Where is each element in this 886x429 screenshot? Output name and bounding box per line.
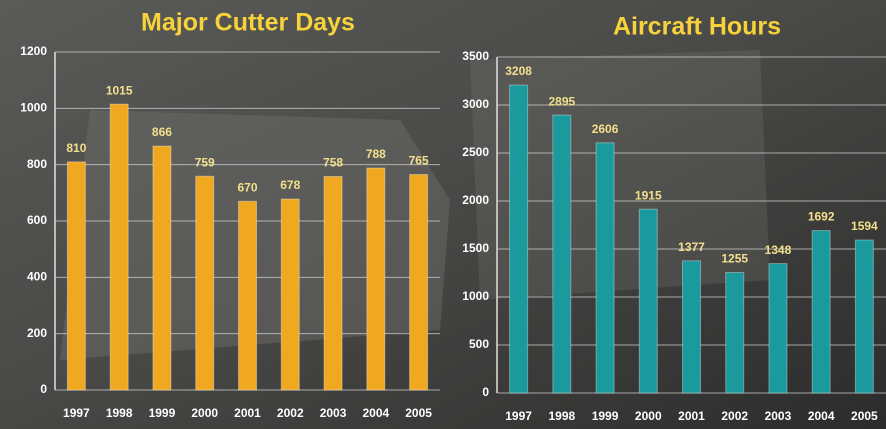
x-tick-label: 2000	[191, 406, 218, 420]
data-label: 1377	[678, 240, 705, 254]
bar	[195, 175, 215, 391]
x-tick-label: 1998	[548, 409, 575, 423]
y-tick-label: 1200	[20, 44, 47, 58]
y-tick-label: 500	[469, 337, 489, 351]
y-tick-label: 400	[27, 270, 47, 284]
data-label: 1594	[851, 219, 878, 233]
data-label: 1692	[808, 210, 835, 224]
bar	[409, 174, 429, 391]
data-label: 2606	[592, 122, 619, 136]
x-tick-label: 2004	[808, 409, 835, 423]
bar	[854, 239, 874, 394]
y-tick-label: 0	[482, 385, 489, 399]
x-tick-label: 1997	[63, 406, 90, 420]
bar	[323, 175, 343, 391]
x-tick-label: 2001	[234, 406, 261, 420]
chart-title: Aircraft Hours	[613, 13, 781, 41]
y-tick-label: 600	[27, 213, 47, 227]
bar	[238, 200, 257, 391]
bar	[280, 198, 300, 391]
data-label: 765	[409, 154, 429, 168]
bar	[811, 230, 831, 394]
data-label: 3208	[505, 64, 532, 78]
y-tick-label: 2500	[462, 145, 489, 159]
y-tick-label: 800	[27, 157, 47, 171]
bar	[109, 103, 129, 391]
chart-title: Major Cutter Days	[141, 9, 355, 37]
y-tick-label: 3000	[462, 97, 489, 111]
y-tick-label: 2000	[462, 193, 489, 207]
data-label: 1915	[635, 188, 662, 202]
bar	[682, 260, 701, 394]
bar	[366, 167, 386, 391]
ship-shape	[470, 50, 770, 300]
x-tick-label: 2001	[678, 409, 705, 423]
data-label: 1348	[765, 243, 792, 257]
data-label: 759	[195, 155, 215, 169]
bar	[509, 84, 529, 394]
y-tick-label: 3500	[462, 49, 489, 63]
bar	[66, 161, 86, 391]
x-tick-label: 2003	[765, 409, 792, 423]
y-tick-label: 1000	[462, 289, 489, 303]
bar	[552, 114, 572, 394]
x-tick-label: 1999	[149, 406, 176, 420]
x-tick-label: 2005	[851, 409, 878, 423]
x-tick-label: 2005	[405, 406, 432, 420]
bar	[595, 142, 615, 394]
data-label: 810	[66, 141, 86, 155]
x-tick-label: 1999	[592, 409, 619, 423]
x-tick-label: 2004	[362, 406, 389, 420]
x-tick-label: 2000	[635, 409, 662, 423]
x-tick-label: 1997	[505, 409, 532, 423]
x-tick-label: 2002	[277, 406, 304, 420]
y-tick-label: 0	[40, 382, 47, 396]
x-tick-label: 2002	[721, 409, 748, 423]
data-label: 670	[237, 180, 257, 194]
y-tick-label: 1500	[462, 241, 489, 255]
bar	[768, 263, 788, 394]
data-label: 758	[323, 156, 343, 170]
data-label: 788	[366, 147, 386, 161]
data-label: 678	[280, 178, 300, 192]
x-tick-label: 1998	[106, 406, 133, 420]
y-tick-label: 1000	[20, 101, 47, 115]
data-label: 2895	[548, 94, 575, 108]
data-label: 866	[152, 125, 172, 139]
data-label: 1015	[106, 83, 133, 97]
bar	[725, 272, 745, 394]
y-tick-label: 200	[27, 326, 47, 340]
bar	[638, 208, 658, 394]
bar	[152, 145, 172, 391]
x-tick-label: 2003	[320, 406, 347, 420]
data-label: 1255	[721, 252, 748, 266]
